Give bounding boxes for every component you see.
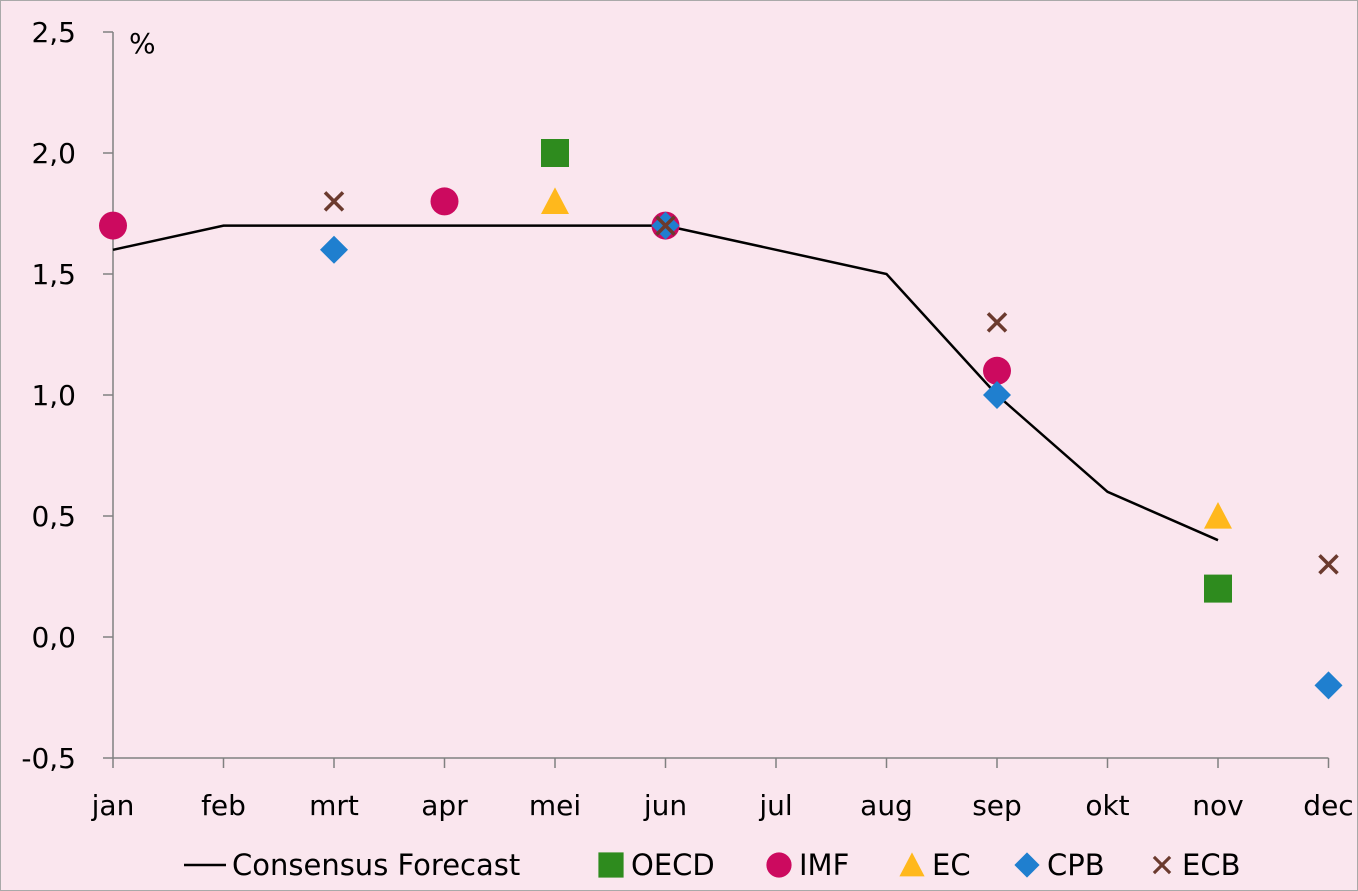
legend-swatch-ecb-stroke bbox=[1152, 855, 1172, 875]
y-tick-label: 0,5 bbox=[31, 500, 76, 533]
point-cpb-mrt bbox=[320, 235, 348, 264]
legend-item-oecd: OECD bbox=[598, 848, 715, 882]
y-tick-label: 2,5 bbox=[31, 16, 76, 49]
point-imf-apr bbox=[430, 187, 459, 216]
x-tick-label: feb bbox=[201, 789, 246, 822]
point-imf-sep bbox=[983, 356, 1011, 385]
y-tick-label: -0,5 bbox=[21, 742, 76, 775]
point-oecd-nov bbox=[1204, 574, 1232, 603]
x-tick-label: aug bbox=[860, 789, 913, 822]
series-line-consensus-forecast bbox=[112, 224, 1219, 542]
plot-area bbox=[99, 139, 1343, 700]
y-tick-label: 1,0 bbox=[31, 379, 76, 412]
x-tick-label: jan bbox=[91, 789, 135, 822]
y-tick-label: 0,0 bbox=[31, 621, 76, 654]
legend-swatch-ec bbox=[899, 852, 925, 877]
legend-swatch-cpb bbox=[1014, 852, 1040, 878]
legend-label-consensus-forecast: Consensus Forecast bbox=[232, 848, 520, 882]
x-tick-label: mrt bbox=[309, 789, 359, 822]
axes: -0,5 0,0 0,5 1,0 1,5 2,0 2,5 % jan feb mrt apr mei ju… bbox=[21, 16, 1353, 822]
point-ecb-jun bbox=[655, 215, 676, 236]
y-tick-label: 1,5 bbox=[31, 258, 76, 291]
legend-label-ec: EC bbox=[932, 848, 971, 882]
point-ecb-sep bbox=[986, 312, 1008, 333]
x-tick-label: jul bbox=[758, 789, 792, 822]
y-tick-label: 2,0 bbox=[31, 137, 76, 170]
point-oecd-mei bbox=[541, 139, 569, 167]
legend-item-imf: IMF bbox=[766, 848, 849, 882]
legend-swatch-imf bbox=[766, 852, 792, 878]
legend: Consensus Forecast OECD IMF EC CPB ECB bbox=[184, 848, 1240, 882]
point-ecb-mrt bbox=[323, 191, 345, 212]
legend-label-ecb: ECB bbox=[1182, 848, 1240, 882]
x-tick-label: mei bbox=[529, 789, 581, 822]
legend-item-ec: EC bbox=[899, 848, 971, 882]
legend-item-cpb: CPB bbox=[1014, 848, 1105, 882]
x-tick-label: dec bbox=[1303, 789, 1353, 822]
point-ec-mei bbox=[541, 187, 569, 214]
legend-swatch-oecd bbox=[598, 852, 624, 878]
x-tick-label: sep bbox=[972, 789, 1022, 822]
legend-label-oecd: OECD bbox=[631, 848, 715, 882]
legend-label-imf: IMF bbox=[799, 848, 849, 882]
legend-item-consensus-forecast: Consensus Forecast bbox=[184, 848, 520, 882]
point-cpb-sep bbox=[983, 381, 1011, 409]
point-ecb-dec-stroke bbox=[1318, 554, 1339, 575]
point-ecb-jun-stroke bbox=[655, 215, 676, 236]
x-tick-label: apr bbox=[421, 789, 468, 822]
legend-swatch-ecb bbox=[1152, 855, 1172, 875]
legend-item-ecb: ECB bbox=[1152, 848, 1240, 882]
point-imf-jan bbox=[99, 211, 127, 240]
point-cpb-dec bbox=[1314, 671, 1343, 700]
x-tick-label: okt bbox=[1085, 789, 1129, 822]
point-ecb-dec bbox=[1318, 554, 1339, 575]
point-ecb-sep-stroke bbox=[986, 312, 1008, 333]
legend-label-cpb: CPB bbox=[1047, 848, 1105, 882]
point-ec-nov bbox=[1204, 502, 1232, 529]
point-ecb-mrt-stroke bbox=[323, 191, 345, 212]
y-unit-label: % bbox=[129, 27, 156, 60]
x-tick-label: jun bbox=[643, 789, 687, 822]
x-tick-label: nov bbox=[1192, 789, 1243, 822]
